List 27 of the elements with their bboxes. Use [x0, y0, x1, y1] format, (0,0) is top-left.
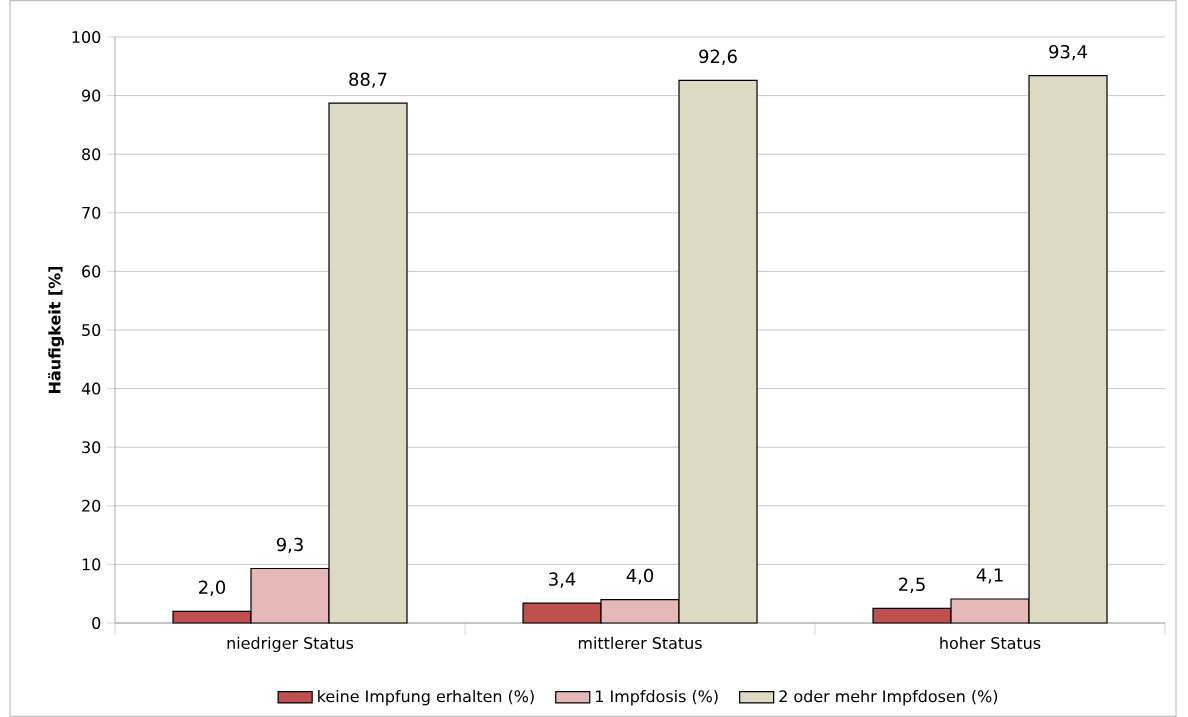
y-tick-label: 90 [82, 89, 101, 102]
y-tick-label: 20 [82, 499, 101, 512]
x-tick-label: hoher Status [940, 636, 1041, 650]
legend-label: 1 Impfdosis (%) [596, 689, 718, 706]
y-axis-title: Häufigkeit [%] [48, 266, 64, 393]
y-tick-label: 30 [82, 441, 101, 454]
data-label: 4,0 [626, 568, 654, 585]
legend-label: keine Impfung erhalten (%) [318, 689, 534, 706]
y-tick-label: 100 [72, 30, 101, 44]
y-tick-label: 40 [81, 382, 101, 395]
y-tick-label: 70 [82, 206, 101, 219]
data-label: 9,3 [276, 537, 303, 554]
data-label: 93,4 [1049, 44, 1087, 61]
legend-label: 2 oder mehr Impfdosen (%) [779, 689, 998, 706]
x-tick-label: niedriger Status [227, 636, 354, 653]
y-tick-label: 80 [82, 148, 101, 161]
data-label: 2,5 [899, 577, 925, 593]
x-tick-label: mittlerer Status [578, 636, 702, 650]
y-tick-label: 60 [82, 265, 101, 278]
y-tick-label: 10 [82, 558, 101, 571]
y-tick-label: 0 [92, 616, 101, 630]
data-label: 88,7 [349, 72, 387, 88]
data-label: 92,6 [699, 49, 737, 65]
y-tick-label: 50 [82, 323, 101, 337]
data-label: 3,4 [549, 572, 576, 588]
data-label: 4,1 [976, 568, 1003, 584]
data-label: 2,0 [199, 580, 226, 596]
